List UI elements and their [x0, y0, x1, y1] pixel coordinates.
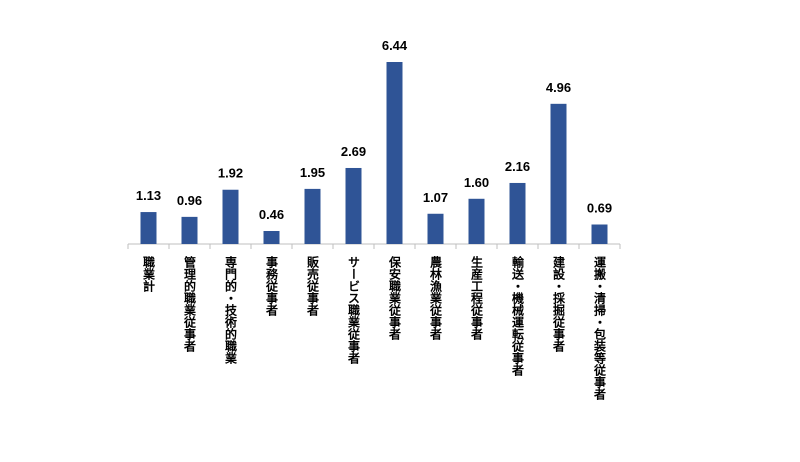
- category-label-3: 事務従事者: [265, 255, 279, 317]
- data-label-1: 0.96: [177, 193, 202, 208]
- data-label-8: 1.60: [464, 175, 489, 190]
- category-label-10: 建設・採掘従事者: [552, 255, 566, 353]
- category-label-8: 生産工程従事者: [470, 255, 484, 341]
- data-label-5: 2.69: [341, 144, 366, 159]
- bar-10: [550, 103, 567, 245]
- category-label-5: サービス職業従事者: [347, 256, 361, 365]
- bar-11: [591, 224, 608, 244]
- data-label-10: 4.96: [546, 80, 571, 95]
- data-label-0: 1.13: [136, 188, 161, 203]
- bar-5: [345, 167, 362, 244]
- category-label-7: 農林漁業従事者: [429, 255, 443, 341]
- category-label-4: 販売従事者: [306, 255, 320, 317]
- data-label-11: 0.69: [587, 201, 612, 216]
- data-label-2: 1.92: [218, 166, 243, 181]
- bar-3: [263, 231, 280, 244]
- category-label-0: 職業計: [142, 255, 156, 293]
- bar-9: [509, 182, 526, 244]
- data-label-9: 2.16: [505, 159, 530, 174]
- data-label-3: 0.46: [259, 207, 284, 222]
- category-label-9: 輸送・機械運転従事者: [511, 255, 525, 377]
- category-label-1: 管理的職業従事者: [183, 255, 197, 353]
- bar-7: [427, 213, 444, 244]
- bar-6: [386, 62, 403, 244]
- bar-1: [181, 216, 198, 244]
- data-label-7: 1.07: [423, 190, 448, 205]
- data-label-6: 6.44: [382, 38, 408, 53]
- bar-8: [468, 198, 485, 244]
- category-label-2: 専門的・技術的職業: [224, 255, 238, 365]
- data-label-4: 1.95: [300, 165, 325, 180]
- bar-4: [304, 188, 321, 244]
- category-label-6: 保安職業従事者: [388, 255, 402, 341]
- bar-2: [222, 189, 239, 244]
- category-label-11: 運搬・清掃・包装等従事者: [593, 256, 607, 401]
- bar-0: [140, 212, 157, 244]
